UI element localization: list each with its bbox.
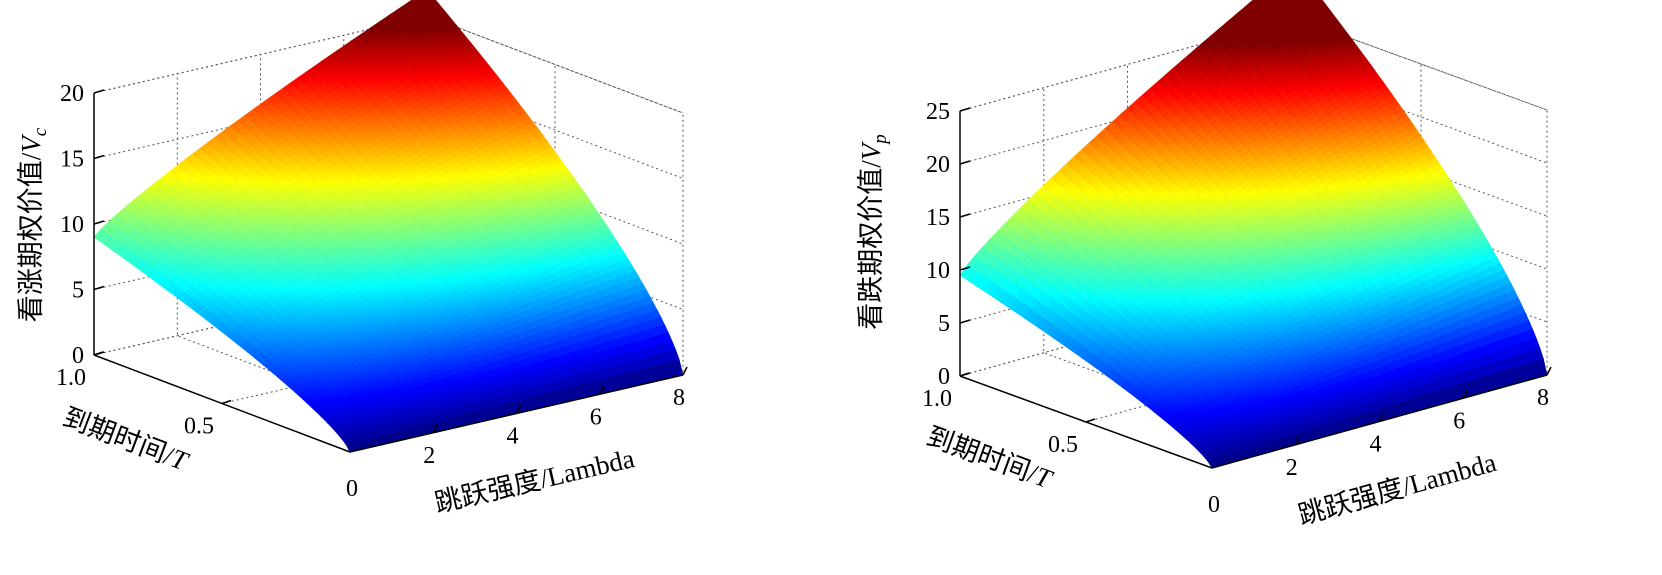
y-tick-mark [221, 399, 232, 405]
z-axis-label: 看涨期权价值/Vc [16, 127, 51, 322]
surface [959, 0, 1548, 469]
x-tick-label: 4 [507, 424, 519, 450]
x-tick-mark [682, 366, 688, 376]
x-tick-label: 8 [673, 385, 685, 411]
z-tick-mark [93, 220, 105, 225]
x-tick-label: 6 [590, 404, 602, 430]
y-axis-label: 到期时间/T [59, 402, 194, 477]
surface [93, 0, 684, 453]
z-tick-mark [93, 89, 105, 94]
x-zero-label: 0 [346, 476, 358, 502]
z-tick-mark [93, 154, 105, 160]
y-tick-mark [93, 351, 104, 356]
y-tick-label: 1.0 [56, 365, 86, 391]
x-axis-label: 跳跃强度/Lambda [432, 443, 637, 518]
z-tick-mark [93, 285, 105, 291]
z-tick-label: 20 [60, 81, 84, 107]
z-tick-label: 15 [60, 147, 84, 173]
z-tick-label: 5 [72, 278, 84, 304]
x-tick-label: 2 [423, 443, 435, 469]
z-tick-label: 10 [60, 212, 84, 238]
grid-line [426, 15, 684, 114]
y-tick-label: 0.5 [184, 414, 214, 440]
